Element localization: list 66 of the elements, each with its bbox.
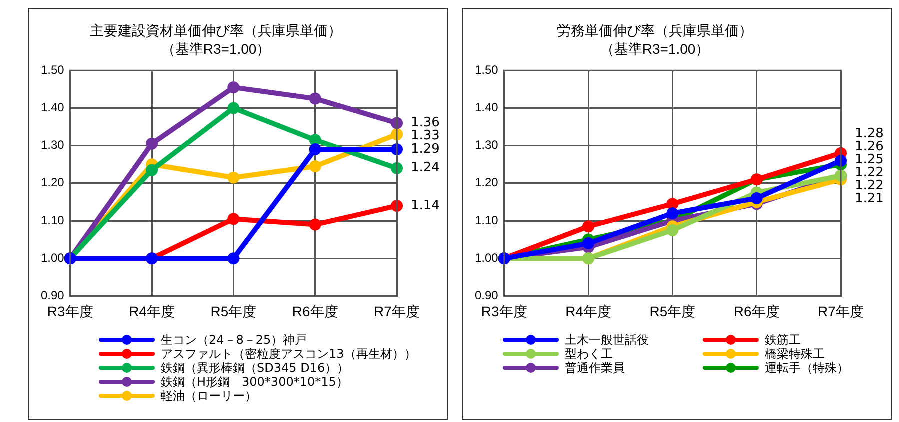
- x-tick-label: R5年度: [210, 303, 257, 320]
- y-tick-label: 1.20: [474, 176, 499, 190]
- data-label: 1.22: [855, 178, 884, 194]
- point: [146, 138, 158, 150]
- point: [228, 252, 240, 265]
- y-tick-label: 1.50: [40, 62, 65, 77]
- legend-label: 鉄筋工: [765, 333, 801, 347]
- x-tick-label: R3年度: [47, 303, 94, 320]
- chart-title: 労務単価伸び率（兵庫県単価）: [557, 22, 753, 38]
- data-label: 1.29: [411, 142, 440, 157]
- x-tick-label: R6年度: [734, 303, 780, 320]
- y-tick-label: 1.00: [474, 250, 499, 265]
- y-tick-label: 1.30: [40, 138, 65, 152]
- legend-label: 型わく工: [565, 347, 613, 361]
- x-tick-label: R5年度: [650, 303, 696, 320]
- y-tick-label: 0.90: [40, 288, 65, 303]
- point: [228, 213, 240, 226]
- point: [750, 192, 763, 204]
- y-tick-label: 1.50: [474, 62, 499, 77]
- legend-label: 鉄鋼（異形棒鋼（SD345 D16））: [161, 361, 350, 375]
- point: [309, 144, 322, 156]
- point: [146, 164, 158, 176]
- legend-label: 普通作業員: [565, 361, 625, 375]
- y-tick-label: 1.00: [40, 250, 65, 265]
- data-label: 1.26: [855, 139, 884, 154]
- y-tick-label: 1.40: [40, 100, 65, 115]
- y-tick-label: 1.20: [40, 176, 65, 190]
- y-tick-label: 1.30: [474, 138, 499, 152]
- point: [582, 220, 595, 233]
- chart-title: 主要建設資材単価伸び率（兵庫県単価）: [90, 22, 342, 38]
- x-tick-label: R7年度: [374, 303, 420, 320]
- point: [309, 92, 322, 105]
- x-tick-label: R3年度: [481, 303, 528, 320]
- point: [582, 238, 595, 250]
- data-label: 1.25: [855, 152, 884, 168]
- legend-label: 土木一般世話役: [565, 333, 649, 347]
- point: [228, 172, 240, 184]
- point: [309, 218, 322, 231]
- legend-label: アスファルト（密粒度アスコン13（再生材））: [161, 347, 416, 361]
- legend-label: 生コン（24－8－25）神戸: [161, 333, 308, 347]
- x-tick-label: R4年度: [129, 303, 175, 320]
- data-label: 1.21: [855, 191, 884, 206]
- legend-label: 橋梁特殊工: [765, 347, 825, 361]
- y-tick-label: 0.90: [474, 288, 499, 303]
- data-label: 1.33: [411, 128, 440, 144]
- data-label: 1.14: [411, 198, 440, 214]
- data-label: 1.36: [411, 116, 440, 131]
- x-tick-label: R6年度: [292, 303, 338, 320]
- point: [228, 102, 240, 114]
- legend-label: 軽油（ローリー）: [161, 389, 257, 403]
- point: [666, 224, 679, 236]
- point: [309, 160, 322, 172]
- chart-subtitle: （基準R3=1.00）: [161, 41, 271, 58]
- point: [666, 207, 679, 220]
- legend-label: 運転手（特殊）: [765, 361, 849, 375]
- data-label: 1.22: [855, 165, 884, 180]
- data-label: 1.24: [411, 160, 440, 176]
- x-tick-label: R4年度: [566, 303, 612, 320]
- point: [228, 82, 240, 94]
- chart-subtitle: （基準R3=1.00）: [600, 41, 710, 58]
- y-tick-label: 1.10: [474, 213, 499, 228]
- y-tick-label: 1.40: [474, 100, 499, 115]
- data-label: 1.28: [855, 126, 884, 142]
- legend-label: 鉄鋼（H形鋼 300*300*10*15）: [161, 375, 348, 389]
- x-tick-label: R7年度: [818, 303, 864, 320]
- y-tick-label: 1.10: [40, 213, 65, 228]
